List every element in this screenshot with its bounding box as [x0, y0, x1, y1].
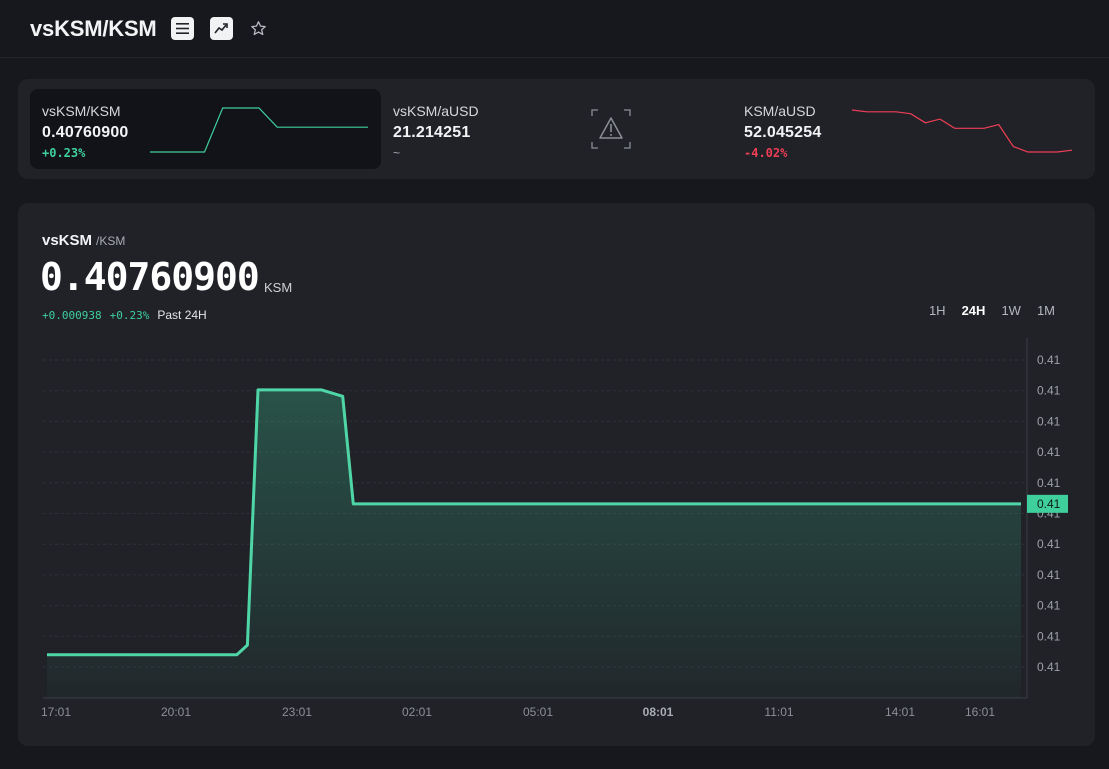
- y-tick-label: 0.41: [1037, 660, 1061, 674]
- ticker-pair: vsKSM/aUSD: [393, 103, 479, 119]
- ticker-price: 0.40760900: [42, 124, 129, 141]
- ticker-pair: KSM/aUSD: [744, 103, 816, 119]
- pair-title: vsKSM/KSM: [30, 15, 157, 41]
- warning-icon: [591, 109, 631, 154]
- ticker-sparkline: [852, 109, 1072, 153]
- ticker-panel: vsKSM/KSM 0.40760900 +0.23% vsKSM/aUSD 2…: [18, 79, 1095, 179]
- chart-price-unit: KSM: [264, 280, 293, 295]
- current-value-label: 0.41: [1037, 497, 1061, 511]
- ticker-vsksm-ksm[interactable]: vsKSM/KSM 0.40760900 +0.23%: [30, 89, 381, 169]
- x-tick-label: 05:01: [523, 705, 553, 719]
- price-chart[interactable]: 0.41 0.41 0.41 0.41 0.41 0.41 0.41 0.41 0.41 0.41…: [18, 333, 1095, 723]
- ticker-pair: vsKSM/KSM: [42, 103, 121, 119]
- ticker-ksm-ausd[interactable]: KSM/aUSD 52.045254 -4.02%: [732, 89, 1083, 169]
- ticker-change: +0.23%: [42, 146, 86, 160]
- ticker-change: -4.02%: [744, 146, 788, 160]
- y-tick-label: 0.41: [1037, 445, 1061, 459]
- x-tick-label: 02:01: [402, 705, 432, 719]
- chart-change-stats: +0.000938 +0.23% Past 24H: [42, 308, 207, 322]
- chart-pair-label: vsKSM/KSM: [42, 232, 125, 249]
- x-tick-label: 11:01: [764, 705, 793, 719]
- chart-quote: /KSM: [96, 234, 126, 248]
- y-tick-label: 0.41: [1037, 629, 1061, 643]
- x-tick-label: 16:01: [965, 705, 995, 719]
- ticker-vsksm-ausd[interactable]: vsKSM/aUSD 21.214251 ~: [381, 89, 732, 169]
- y-tick-label: 0.41: [1037, 476, 1061, 490]
- chart-card: vsKSM/KSM 0.40760900 KSM +0.000938 +0.23…: [18, 203, 1095, 746]
- timeframe-1m[interactable]: 1M: [1036, 303, 1055, 318]
- x-tick-label: 23:01: [282, 705, 312, 719]
- timeframe-1w[interactable]: 1W: [1001, 303, 1021, 318]
- y-tick-label: 0.41: [1037, 384, 1061, 398]
- star-icon[interactable]: [247, 17, 271, 41]
- x-tick-label: 08:01: [643, 705, 674, 719]
- timeframe-selector: 1H 24H 1W 1M: [921, 303, 1063, 318]
- current-value-tag: [1027, 494, 1068, 513]
- y-tick-label: 0.41: [1037, 568, 1061, 582]
- abs-change: +0.000938: [42, 309, 102, 322]
- y-tick-label: 0.41: [1037, 599, 1061, 613]
- y-tick-label: 0.41: [1037, 537, 1061, 551]
- ticker-change: ~: [393, 146, 401, 160]
- top-bar: vsKSM/KSM: [0, 0, 1109, 58]
- x-tick-label: 17:01: [41, 705, 71, 719]
- sparkline-path: [150, 107, 368, 153]
- x-tick-label: 20:01: [161, 705, 191, 719]
- timeframe-24h[interactable]: 24H: [961, 303, 986, 318]
- x-tick-label: 14:01: [885, 705, 915, 719]
- chart-trend-icon[interactable]: [209, 17, 233, 40]
- period-label: Past 24H: [157, 308, 207, 322]
- sparkline-path: [852, 109, 1072, 153]
- menu-icon[interactable]: [170, 17, 194, 40]
- chart-price: 0.40760900: [40, 255, 260, 299]
- pct-change: +0.23%: [109, 309, 150, 322]
- y-tick-label: 0.41: [1037, 353, 1061, 367]
- timeframe-1h[interactable]: 1H: [928, 303, 946, 318]
- ticker-price: 52.045254: [744, 124, 822, 141]
- ticker-sparkline: [150, 107, 368, 153]
- chart-base: vsKSM: [42, 232, 93, 249]
- ticker-price: 21.214251: [393, 124, 471, 141]
- price-line: [47, 388, 1021, 657]
- area-fill: [47, 389, 1021, 698]
- y-tick-label: 0.41: [1037, 414, 1061, 428]
